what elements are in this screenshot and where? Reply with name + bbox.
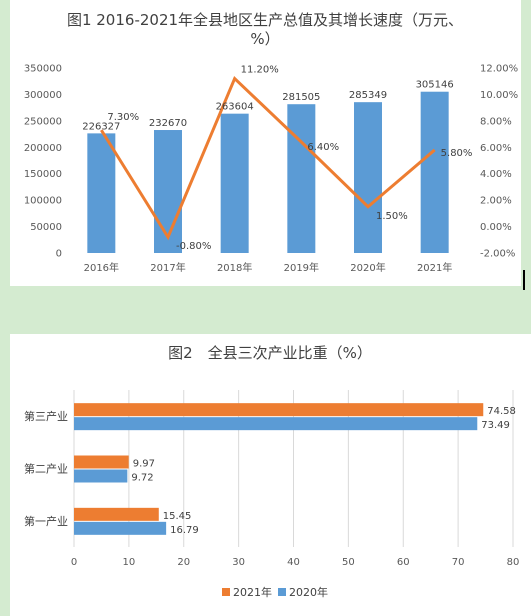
share-bar (74, 507, 159, 521)
x-category-label: 2018年 (217, 261, 252, 274)
gdp-bar-label: 232670 (149, 118, 187, 129)
x-category-label: 2019年 (284, 261, 319, 274)
chart1-title-line1: 图1 2016-2021年全县地区生产总值及其增长速度（万元、 (67, 11, 463, 29)
growth-line (100, 75, 436, 241)
x-tick-label: 40 (287, 557, 300, 568)
y-left-tick-label: 150000 (24, 169, 62, 180)
y-right-tick-label: 12.00% (480, 64, 518, 75)
chart1-panel: 图1 2016-2021年全县地区生产总值及其增长速度（万元、 %） 0 5000… (10, 0, 521, 286)
y-left-tick-label: 0 (56, 249, 62, 260)
gdp-bar (220, 113, 249, 253)
x-tick-label: 30 (232, 557, 245, 568)
x-tick-label: 60 (397, 557, 410, 568)
chart2-title: 图2 全县三次产业比重（%） (168, 344, 372, 362)
y-left-tick-label: 300000 (24, 90, 62, 101)
y-category-label: 第三产业 (24, 409, 68, 423)
y-left-tick-label: 250000 (24, 116, 62, 127)
x-category-label: 2016年 (84, 261, 119, 274)
share-bar (74, 417, 478, 431)
share-bar-label: 73.49 (481, 420, 510, 431)
x-category-label: 2017年 (150, 261, 185, 274)
legend-swatch (222, 588, 230, 596)
gdp-bar-label: 305146 (416, 80, 454, 91)
growth-label: 1.50% (376, 211, 408, 222)
share-bar-label: 9.72 (131, 473, 153, 484)
y-right-tick-label: -2.00% (480, 249, 515, 260)
growth-label: 6.40% (307, 142, 339, 153)
y-left-tick-label: 200000 (24, 143, 62, 154)
legend-label: 2020年 (289, 585, 328, 599)
y-left-tick-label: 50000 (30, 222, 62, 233)
chart1-title-line2: %） (250, 30, 279, 48)
share-bar (74, 455, 129, 469)
y-right-tick-label: 10.00% (480, 90, 518, 101)
growth-label: -0.80% (176, 241, 211, 252)
share-bar-label: 16.79 (170, 525, 199, 536)
y-category-label: 第二产业 (24, 462, 68, 476)
text-cursor (523, 270, 525, 290)
x-category-label: 2021年 (417, 261, 452, 274)
x-tick-label: 20 (177, 557, 190, 568)
growth-label: 11.20% (241, 65, 279, 76)
chart2-panel: 图2 全县三次产业比重（%） 74.58 73.49 9.97 9.72 15.45 16… (10, 334, 531, 616)
legend-label: 2021年 (233, 585, 272, 599)
share-bar-label: 15.45 (163, 511, 192, 522)
y-right-tick-label: 6.00% (480, 143, 512, 154)
y-right-tick-label: 4.00% (480, 169, 512, 180)
x-tick-label: 0 (71, 557, 77, 568)
y-right-tick-label: 8.00% (480, 116, 512, 127)
gdp-bar (87, 133, 116, 253)
y-left-tick-label: 350000 (24, 64, 62, 75)
chart1-svg: 图1 2016-2021年全县地区生产总值及其增长速度（万元、 %） 0 5000… (24, 11, 518, 274)
chart2-svg: 图2 全县三次产业比重（%） 74.58 73.49 9.97 9.72 15.45 16… (24, 344, 520, 599)
gdp-bar-label: 285349 (349, 90, 387, 101)
share-bar (74, 469, 128, 483)
y-right-tick-label: 0.00% (480, 222, 512, 233)
x-tick-label: 80 (507, 557, 520, 568)
legend-swatch (278, 588, 286, 596)
growth-label: 5.80% (441, 148, 473, 159)
share-bar-label: 74.58 (487, 406, 516, 417)
gdp-bar (287, 104, 316, 253)
gdp-bar (420, 91, 449, 253)
x-tick-label: 50 (342, 557, 355, 568)
gdp-bar-label: 281505 (282, 92, 320, 103)
x-tick-label: 10 (123, 557, 136, 568)
y-right-tick-label: 2.00% (480, 196, 512, 207)
gdp-bar-label: 263604 (216, 102, 254, 113)
gdp-bar-label: 226327 (82, 121, 120, 132)
gdp-bar (154, 130, 182, 253)
x-tick-label: 70 (452, 557, 465, 568)
gdp-bar (354, 102, 382, 253)
y-left-tick-label: 100000 (24, 196, 62, 207)
share-bar (74, 403, 484, 417)
x-category-label: 2020年 (350, 261, 385, 274)
share-bar-label: 9.97 (133, 459, 155, 470)
share-bar (74, 521, 167, 535)
growth-label: 7.30% (107, 112, 139, 123)
y-category-label: 第一产业 (24, 514, 68, 528)
